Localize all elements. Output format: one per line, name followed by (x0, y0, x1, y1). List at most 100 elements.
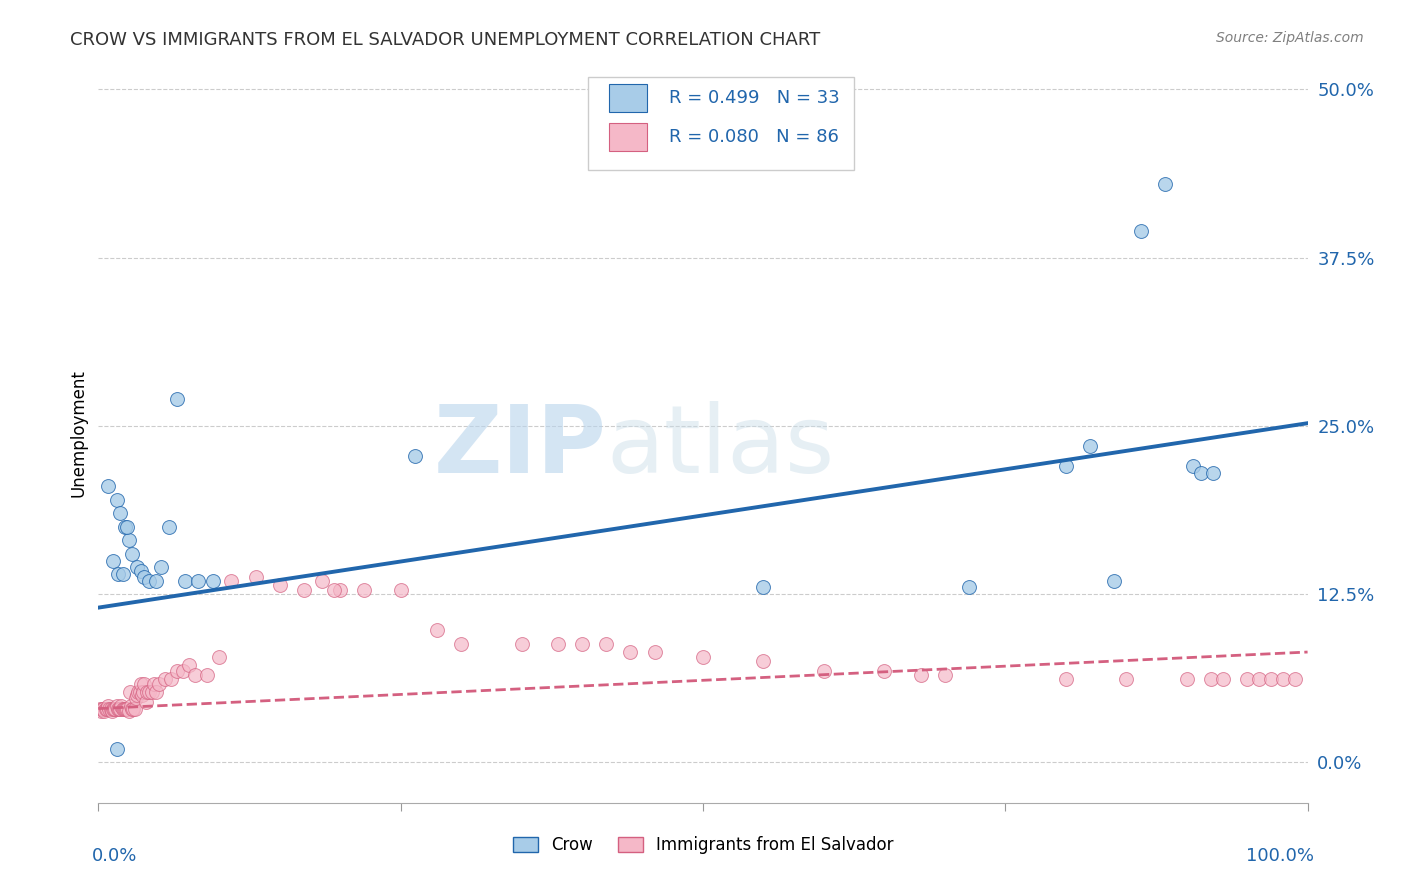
Point (510, 637, 533, 651)
Point (138, 574, 160, 588)
Point (129, 677, 152, 691)
Point (1129, 224, 1152, 238)
Text: Source: ZipAtlas.com: Source: ZipAtlas.com (1216, 31, 1364, 45)
FancyBboxPatch shape (588, 78, 855, 169)
Point (145, 574, 167, 588)
Point (1115, 672, 1137, 686)
Point (135, 695, 157, 709)
Point (172, 664, 194, 678)
Point (179, 658, 201, 673)
Point (101, 701, 124, 715)
Bar (609, 123, 647, 152)
Point (1284, 672, 1306, 686)
Point (97, 479, 120, 493)
Point (934, 668, 956, 682)
Point (128, 685, 150, 699)
Point (910, 668, 932, 682)
Point (1249, 672, 1271, 686)
Point (124, 701, 146, 715)
Point (118, 704, 141, 718)
Point (107, 701, 129, 715)
Point (292, 583, 315, 598)
Point (1154, 177, 1177, 191)
Point (353, 583, 375, 598)
Point (105, 742, 128, 756)
Point (389, 583, 412, 598)
Point (957, 581, 980, 595)
Point (145, 685, 167, 699)
Point (813, 664, 835, 678)
Point (127, 685, 149, 699)
Text: R = 0.080   N = 86: R = 0.080 N = 86 (669, 128, 839, 146)
Bar (609, 84, 647, 112)
Point (595, 637, 617, 651)
Point (129, 564, 152, 578)
Point (426, 624, 449, 638)
Point (120, 698, 142, 713)
Point (619, 645, 641, 659)
Point (117, 701, 139, 715)
Point (97, 698, 120, 713)
Point (184, 668, 207, 682)
Point (138, 685, 160, 699)
Point (157, 520, 180, 534)
Text: CROW VS IMMIGRANTS FROM EL SALVADOR UNEMPLOYMENT CORRELATION CHART: CROW VS IMMIGRANTS FROM EL SALVADOR UNEM… (70, 31, 821, 49)
Point (1189, 466, 1212, 480)
Point (121, 547, 143, 561)
Point (1181, 459, 1204, 474)
Point (208, 650, 231, 665)
Point (1078, 439, 1101, 453)
Point (117, 520, 139, 534)
Point (122, 701, 145, 715)
Text: 0.0%: 0.0% (93, 847, 138, 865)
Point (90, 704, 112, 718)
Point (187, 574, 209, 588)
Point (121, 701, 143, 715)
Point (1260, 672, 1282, 686)
Point (323, 583, 346, 598)
Point (98, 701, 121, 715)
Point (311, 574, 333, 588)
Point (752, 581, 775, 595)
Point (108, 701, 131, 715)
Point (329, 583, 352, 598)
Point (105, 492, 128, 507)
Point (127, 688, 149, 702)
Point (1175, 672, 1198, 686)
Point (118, 533, 141, 548)
Point (111, 701, 134, 715)
Point (132, 685, 155, 699)
Point (105, 698, 128, 713)
Point (114, 701, 136, 715)
Point (111, 566, 134, 581)
Point (644, 645, 666, 659)
Point (174, 574, 197, 588)
Point (107, 566, 129, 581)
Point (166, 392, 188, 406)
Point (1236, 672, 1258, 686)
Point (96, 701, 118, 715)
Point (752, 655, 775, 669)
Point (404, 449, 426, 463)
Point (118, 685, 141, 699)
Point (93, 704, 115, 718)
Point (202, 574, 225, 588)
Point (245, 569, 267, 583)
Point (150, 560, 173, 574)
Point (100, 704, 122, 718)
Point (141, 685, 163, 699)
Text: ZIP: ZIP (433, 401, 606, 493)
Point (108, 701, 131, 715)
Point (1199, 672, 1222, 686)
Point (1054, 672, 1077, 686)
Legend: Crow, Immigrants from El Salvador: Crow, Immigrants from El Salvador (506, 830, 900, 861)
Point (195, 668, 218, 682)
Point (692, 650, 714, 665)
Point (125, 690, 148, 705)
Point (1054, 459, 1077, 474)
Point (166, 664, 188, 678)
Point (100, 701, 122, 715)
Point (160, 672, 183, 686)
Point (114, 520, 136, 534)
Point (269, 578, 291, 592)
